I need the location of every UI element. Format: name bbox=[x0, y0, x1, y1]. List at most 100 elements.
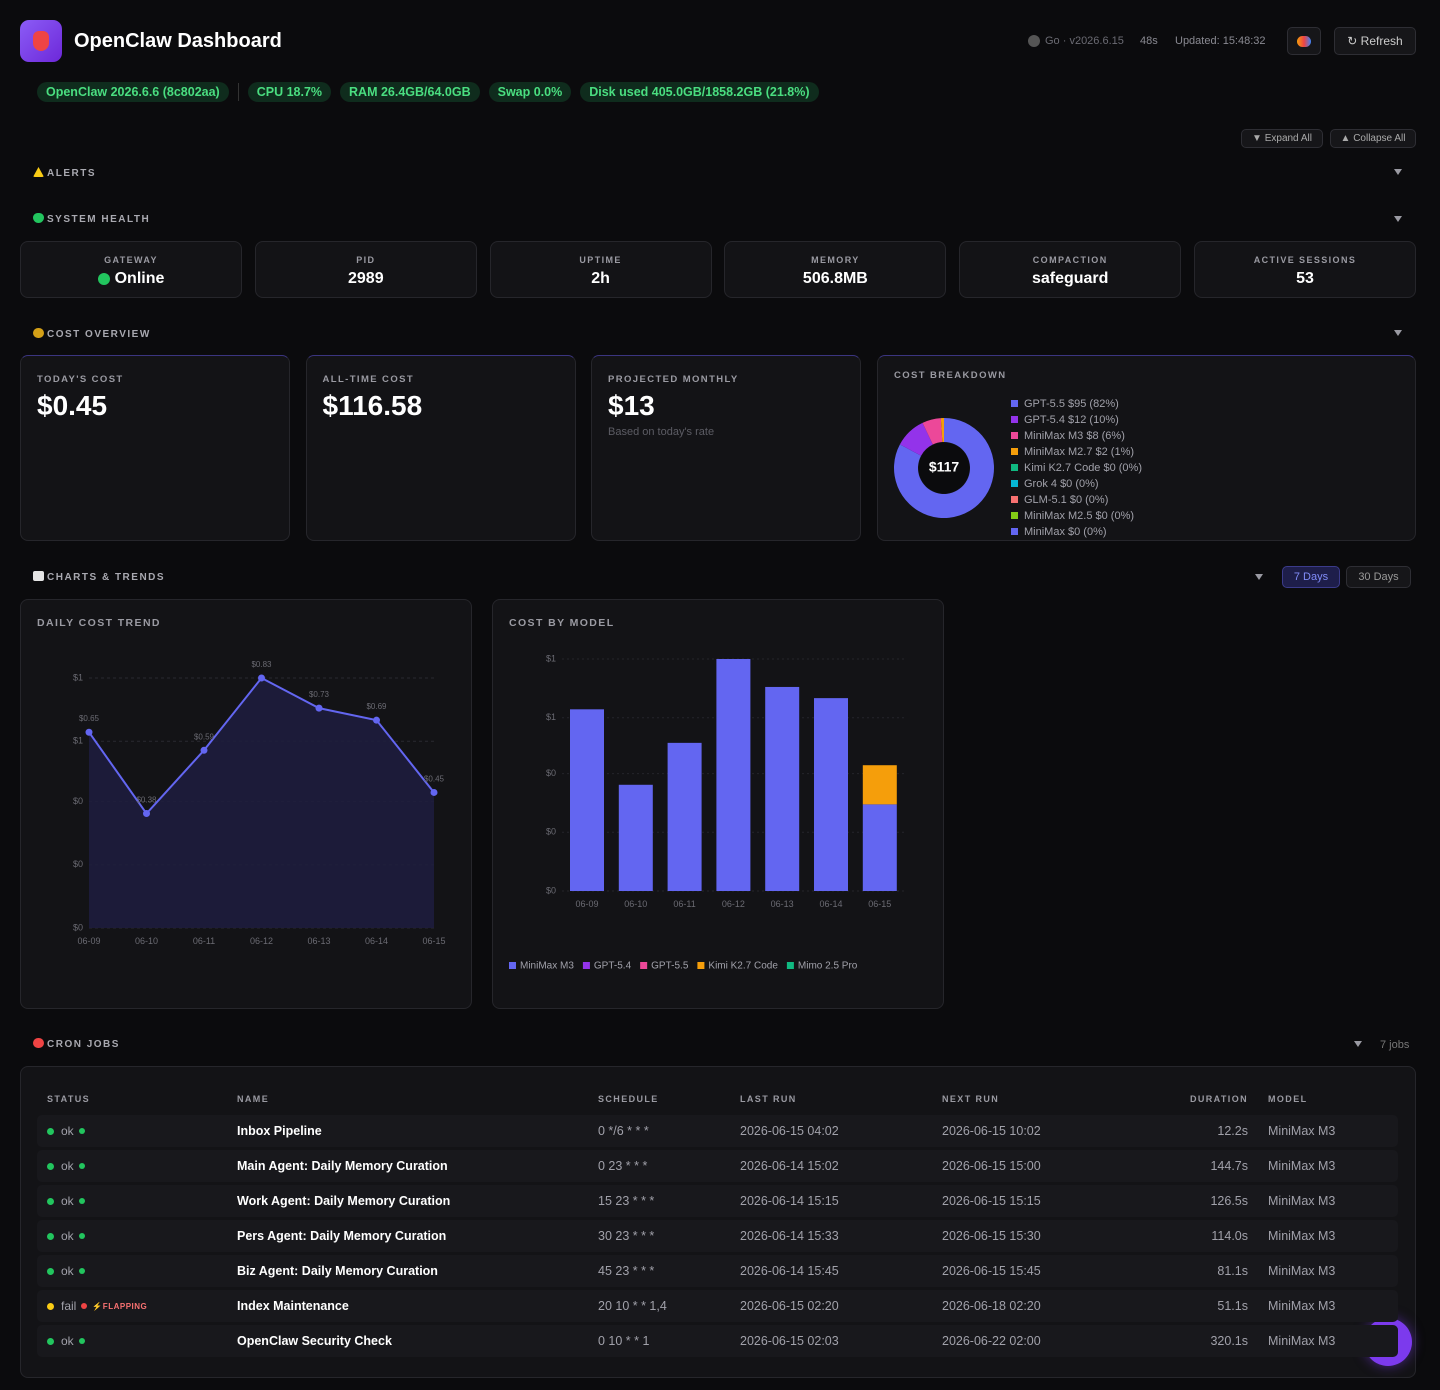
github-icon bbox=[1028, 35, 1040, 47]
card-label: GATEWAY bbox=[104, 255, 158, 265]
health-card: PID 2989 bbox=[254, 241, 477, 298]
refresh-button[interactable]: ↻ Refresh bbox=[1334, 27, 1416, 55]
status-text: fail bbox=[61, 1299, 77, 1313]
column-header: LAST RUN bbox=[740, 1094, 797, 1104]
cell: 0 */6 * * * bbox=[598, 1124, 649, 1138]
cell: Pers Agent: Daily Memory Curation bbox=[237, 1229, 447, 1243]
badge: RAM 26.4GB/64.0GB bbox=[340, 82, 480, 102]
cell: 114.0s bbox=[1211, 1229, 1248, 1243]
cost-icon bbox=[33, 328, 44, 338]
table-row bbox=[37, 1150, 1398, 1182]
cell: 2026-06-14 15:45 bbox=[740, 1264, 839, 1278]
status-text: ok bbox=[61, 1124, 74, 1138]
health-card: ACTIVE SESSIONS 53 bbox=[1194, 241, 1416, 298]
card-label: MEMORY bbox=[811, 255, 860, 265]
breakdown-card: COST BREAKDOWN bbox=[877, 355, 1416, 541]
status-dot bbox=[47, 1302, 54, 1310]
cell: Biz Agent: Daily Memory Curation bbox=[237, 1264, 438, 1278]
health-dot bbox=[81, 1303, 88, 1309]
health-card: COMPACTION safeguard bbox=[959, 241, 1182, 298]
badge-row: OpenClaw 2026.6.6 (8c802aa) CPU 18.7% RAM … bbox=[37, 82, 828, 102]
health-card: UPTIME 2h bbox=[489, 241, 712, 298]
collapse-all[interactable]: ▲ Collapse All bbox=[1330, 129, 1416, 148]
table-row bbox=[37, 1185, 1398, 1217]
card-label: ACTIVE SESSIONS bbox=[1253, 255, 1357, 265]
column-header: NEXT RUN bbox=[942, 1094, 1000, 1104]
health-card: GATEWAY Online bbox=[20, 241, 242, 298]
card-value-row: 2989 bbox=[256, 270, 476, 288]
toggle[interactable] bbox=[1394, 169, 1402, 175]
palette-icon bbox=[1297, 35, 1311, 47]
cell: 2026-06-15 15:15 bbox=[942, 1194, 1041, 1208]
cell: 2026-06-22 02:00 bbox=[942, 1334, 1041, 1348]
cell: 320.1s bbox=[1210, 1334, 1248, 1348]
status-cell: ok bbox=[61, 1124, 85, 1138]
separator bbox=[237, 83, 239, 101]
flapping-badge: ⚡FLAPPING bbox=[92, 1301, 148, 1311]
section-title: CRON JOBS bbox=[47, 1039, 120, 1050]
cell: 0 10 * * 1 bbox=[598, 1334, 650, 1348]
status-cell: ok bbox=[61, 1264, 85, 1278]
status-text: ok bbox=[61, 1264, 74, 1278]
health-card: MEMORY 506.8MB bbox=[724, 241, 947, 298]
card-note: Based on today's rate bbox=[608, 426, 715, 438]
card-value-row: safeguard bbox=[960, 270, 1180, 288]
badge: OpenClaw 2026.6.6 (8c802aa) bbox=[37, 82, 229, 102]
cron-icon bbox=[33, 1038, 44, 1048]
status-dot bbox=[47, 1197, 54, 1205]
cell: 2026-06-14 15:02 bbox=[740, 1159, 839, 1173]
cell: 0 23 * * * bbox=[598, 1159, 648, 1173]
cost-card: TODAY'S COST $0.45 bbox=[20, 355, 290, 541]
column-header: MODEL bbox=[1268, 1094, 1308, 1104]
cell: 2026-06-15 02:20 bbox=[740, 1299, 839, 1313]
chart-title: COST BY MODEL bbox=[509, 617, 615, 629]
theme-button[interactable] bbox=[1287, 27, 1321, 55]
card-value: 53 bbox=[1296, 270, 1314, 287]
status-dot bbox=[47, 1267, 54, 1275]
chart-title: DAILY COST TREND bbox=[37, 617, 161, 629]
toggle[interactable] bbox=[1255, 574, 1263, 580]
card-value: $0.45 bbox=[37, 390, 108, 421]
toggle[interactable] bbox=[1354, 1041, 1362, 1047]
health-dot bbox=[78, 1338, 85, 1344]
column-header: STATUS bbox=[47, 1094, 91, 1104]
age: 48s bbox=[1140, 35, 1158, 47]
cell: MiniMax M3 bbox=[1268, 1229, 1336, 1243]
card-label: PROJECTED MONTHLY bbox=[608, 374, 739, 385]
card-label: TODAY'S COST bbox=[37, 374, 124, 385]
status-cell: ok bbox=[61, 1159, 85, 1173]
status-dot bbox=[47, 1162, 54, 1170]
column-header: SCHEDULE bbox=[598, 1094, 659, 1104]
toggle[interactable] bbox=[1394, 216, 1402, 222]
card-label: PID bbox=[356, 255, 376, 265]
cell: MiniMax M3 bbox=[1268, 1334, 1336, 1348]
column-header: DURATION bbox=[1189, 1094, 1248, 1104]
chart-card: COST BY MODEL bbox=[492, 599, 944, 1009]
cell: 2026-06-15 04:02 bbox=[740, 1124, 839, 1138]
card-value-row: 506.8MB bbox=[725, 270, 945, 288]
card-label: COMPACTION bbox=[1032, 255, 1108, 265]
chart-icon bbox=[33, 571, 44, 581]
health-dot bbox=[78, 1128, 85, 1134]
card-value: safeguard bbox=[1031, 270, 1109, 287]
tab-active[interactable]: 7 Days bbox=[1282, 566, 1340, 588]
version: Go · v2026.6.15 bbox=[1045, 35, 1124, 47]
health-dot bbox=[78, 1198, 85, 1204]
toggle[interactable] bbox=[1394, 330, 1402, 336]
cell: MiniMax M3 bbox=[1268, 1194, 1336, 1208]
cell: OpenClaw Security Check bbox=[237, 1334, 392, 1348]
card-value: $13 bbox=[608, 390, 655, 421]
column-header: NAME bbox=[237, 1094, 270, 1104]
table-row bbox=[37, 1255, 1398, 1287]
cell: 15 23 * * * bbox=[598, 1194, 655, 1208]
health-dot bbox=[78, 1268, 85, 1274]
health-dot bbox=[78, 1163, 85, 1169]
tab[interactable]: 30 Days bbox=[1346, 566, 1411, 588]
status-cell: fail ⚡FLAPPING bbox=[61, 1299, 147, 1313]
expand-all[interactable]: ▼ Expand All bbox=[1241, 129, 1323, 148]
card-label: UPTIME bbox=[579, 255, 622, 265]
badge: Disk used 405.0GB/1858.2GB (21.8%) bbox=[580, 82, 819, 102]
cell: 51.1s bbox=[1217, 1299, 1248, 1313]
section-title: CHARTS & TRENDS bbox=[47, 572, 166, 583]
